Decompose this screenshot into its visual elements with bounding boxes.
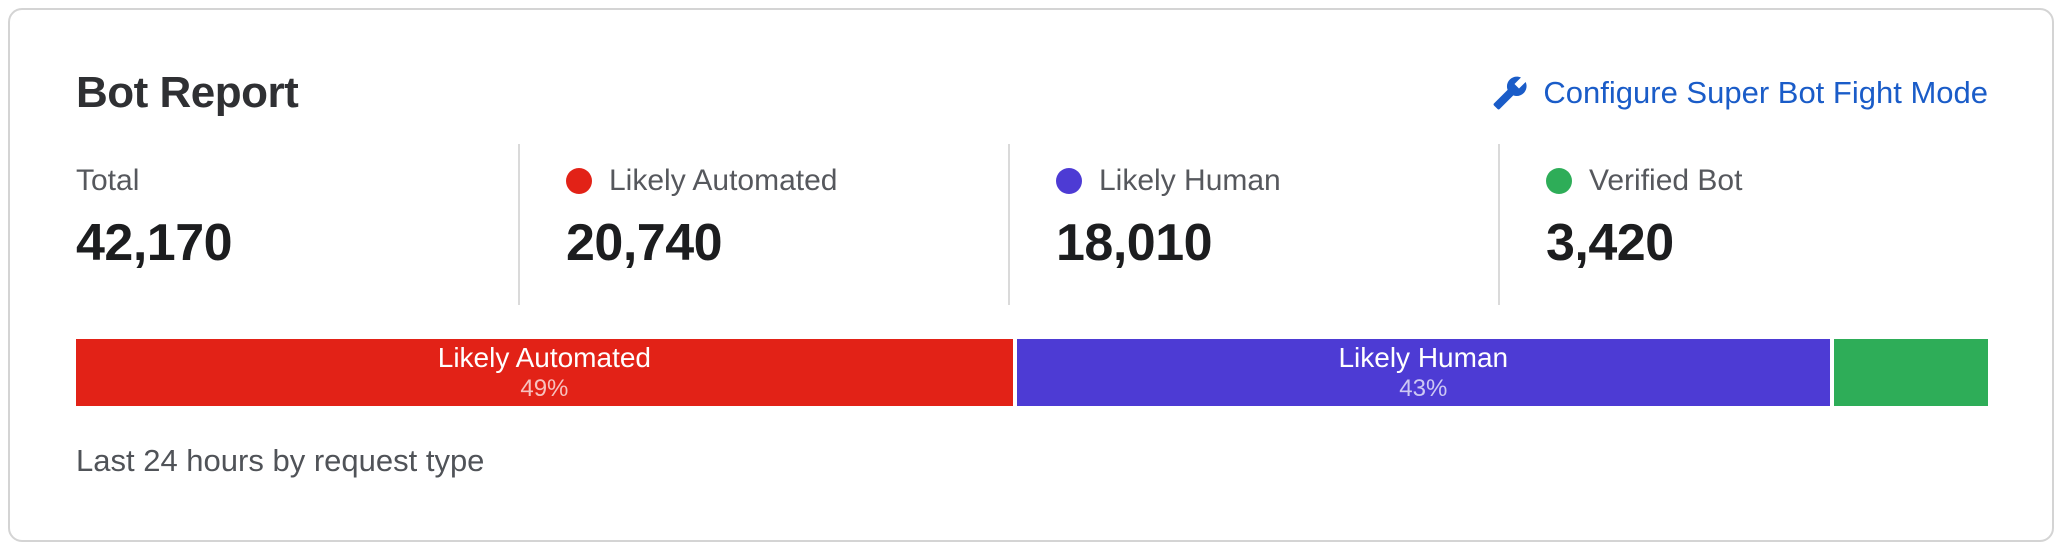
wrench-icon [1492,75,1528,111]
stats-row: Total 42,170 Likely Automated 20,740 Lik… [76,144,1988,305]
stat-total: Total 42,170 [76,144,518,305]
bar-segment-label: Likely Automated [437,342,652,374]
bar-segment-label: Likely Human [1338,342,1509,374]
stat-label-row: Likely Human [1056,164,1498,198]
stat-verified-bot: Verified Bot 3,420 [1498,144,1988,305]
bar-segment-percent: 49% [520,374,569,402]
likely-human-dot-icon [1056,168,1082,194]
stat-label: Verified Bot [1589,164,1743,197]
bar-segment-percent: 43% [1399,374,1448,402]
bar-segment-likely-human: Likely Human 43% [1016,339,1830,406]
stat-likely-human: Likely Human 18,010 [1008,144,1498,305]
configure-link-label: Configure Super Bot Fight Mode [1543,75,1988,110]
verified-bot-dot-icon [1546,168,1572,194]
stat-label: Total [76,164,140,197]
likely-automated-dot-icon [566,168,592,194]
stat-label-row: Total [76,164,518,198]
stat-label-row: Likely Automated [566,164,1008,198]
card-header: Bot Report Configure Super Bot Fight Mod… [76,68,1988,118]
footer-caption: Last 24 hours by request type [76,443,485,478]
stat-value: 42,170 [76,214,233,272]
bot-distribution-stacked-bar: Likely Automated 49% Likely Human 43% [76,339,1989,406]
stat-value: 18,010 [1056,214,1213,272]
bar-segment-verified-bot [1833,339,1989,406]
stat-label: Likely Automated [609,164,838,197]
bot-report-card: Bot Report Configure Super Bot Fight Mod… [8,8,2054,542]
stat-value: 20,740 [566,214,723,272]
stat-label: Likely Human [1099,164,1281,197]
configure-super-bot-fight-mode-link[interactable]: Configure Super Bot Fight Mode [1492,75,1988,111]
stat-label-row: Verified Bot [1546,164,1988,198]
stat-likely-automated: Likely Automated 20,740 [518,144,1008,305]
stat-value: 3,420 [1546,214,1674,272]
page-title: Bot Report [76,68,299,117]
bar-segment-likely-automated: Likely Automated 49% [76,339,1013,406]
